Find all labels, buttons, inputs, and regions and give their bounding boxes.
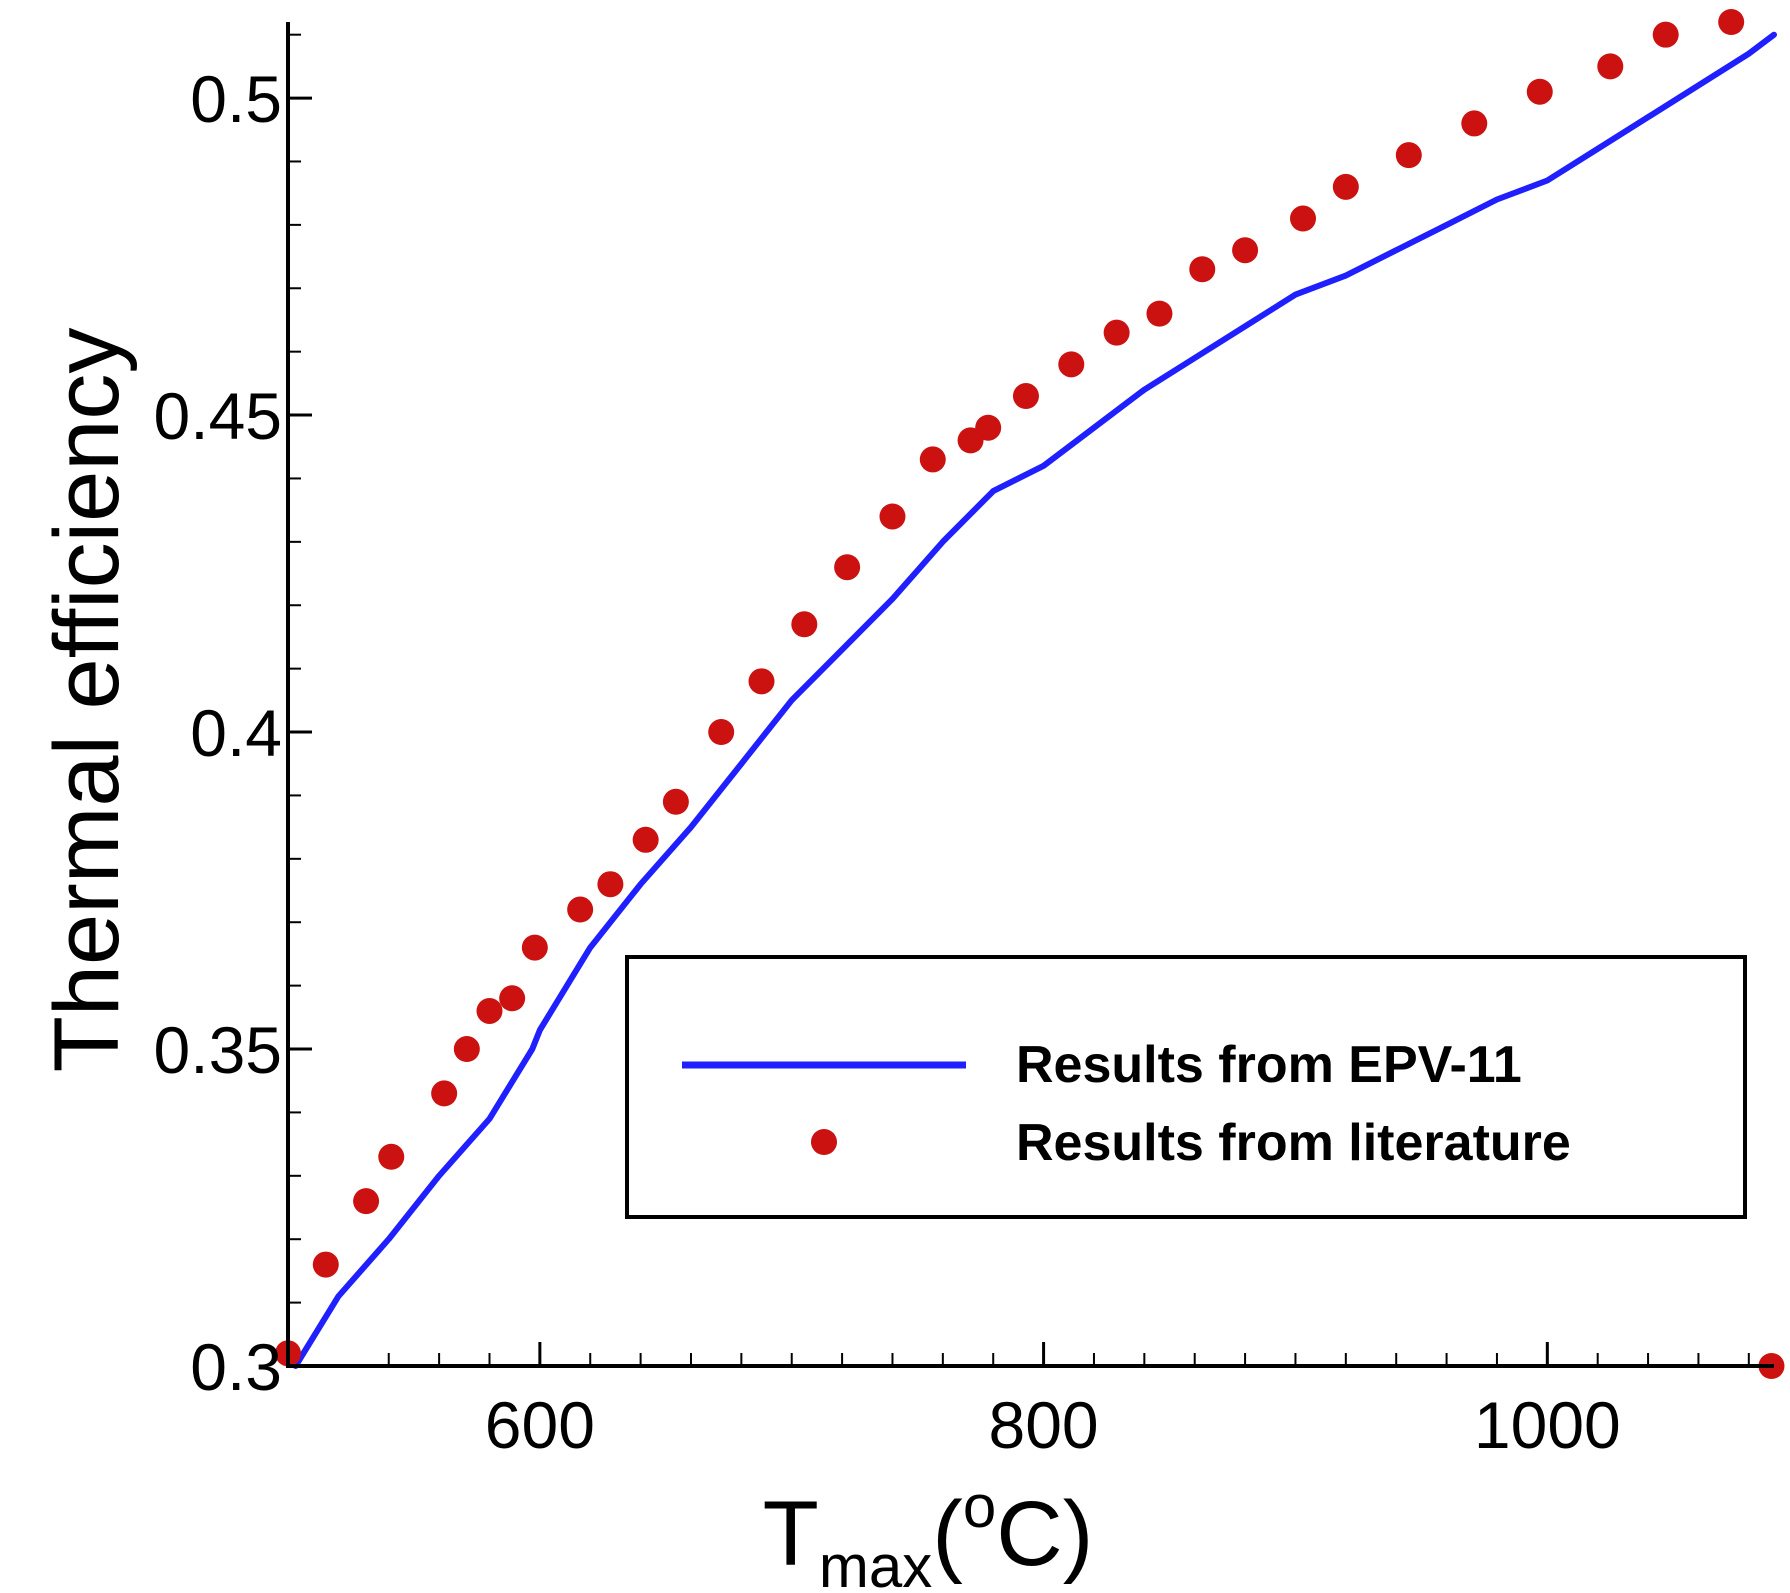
data-point-literature xyxy=(748,668,775,695)
x-axis-title-main: T xyxy=(763,1483,819,1585)
data-point-literature xyxy=(662,788,689,815)
data-point-literature xyxy=(1332,173,1359,200)
data-point-literature xyxy=(312,1251,339,1278)
series-epv-11-layer xyxy=(292,31,1777,1369)
data-point-literature xyxy=(521,934,548,961)
x-axis-title-superscript: o xyxy=(963,1473,996,1540)
data-point-literature xyxy=(567,896,594,923)
data-point-literature xyxy=(1058,351,1085,378)
data-point-literature xyxy=(919,446,946,473)
series-literature-layer xyxy=(275,9,1785,1379)
data-point-literature xyxy=(975,414,1002,441)
data-point-literature xyxy=(1461,110,1488,137)
y-tick-label: 0.45 xyxy=(154,379,282,453)
data-point-literature xyxy=(879,503,906,530)
data-point-literature xyxy=(597,871,624,898)
data-point-literature xyxy=(1103,319,1130,346)
data-point-literature xyxy=(1597,53,1624,80)
x-axis-title-close-paren: ) xyxy=(1063,1483,1094,1585)
tick-labels: 600 800 1000 0.3 0.35 0.4 0.45 0.5 xyxy=(154,62,1621,1462)
data-point-literature xyxy=(1652,21,1679,48)
legend: Results from EPV-11 Results from literat… xyxy=(625,955,1747,1219)
data-point-literature xyxy=(708,719,735,746)
y-tick-label: 0.5 xyxy=(190,62,282,136)
data-point-literature xyxy=(1290,205,1317,232)
x-axis-title: Tmax(oC) xyxy=(763,1473,1094,1593)
x-tick-label: 1000 xyxy=(1474,1388,1621,1462)
x-axis-title-subscript: max xyxy=(819,1533,932,1593)
data-point-literature xyxy=(1232,237,1259,264)
legend-label-literature: Results from literature xyxy=(1016,1114,1571,1172)
y-tick-label: 0.3 xyxy=(190,1330,282,1404)
data-point-literature xyxy=(378,1143,405,1170)
y-tick-label: 0.4 xyxy=(190,696,282,770)
data-point-literature xyxy=(1395,142,1422,169)
data-point-literature xyxy=(1189,256,1216,283)
data-point-literature xyxy=(1012,383,1039,410)
legend-marker-swatch xyxy=(811,1129,837,1155)
y-tick-label: 0.35 xyxy=(154,1013,282,1087)
data-point-literature xyxy=(476,997,503,1024)
legend-box xyxy=(625,955,1747,1219)
data-point-literature xyxy=(353,1188,380,1215)
y-axis-title: Thermal efficiency xyxy=(36,328,138,1073)
x-tick-label: 800 xyxy=(989,1388,1099,1462)
data-point-literature xyxy=(1146,300,1173,327)
data-point-literature xyxy=(791,611,818,638)
data-point-literature xyxy=(1526,78,1553,105)
data-point-literature xyxy=(453,1036,480,1063)
series-line-epv-11 xyxy=(292,31,1777,1369)
data-point-literature xyxy=(1718,9,1745,35)
x-axis-title-unit: C xyxy=(996,1483,1062,1585)
x-tick-label: 600 xyxy=(485,1388,595,1462)
data-point-literature xyxy=(632,826,659,853)
data-point-literature xyxy=(431,1080,458,1107)
data-point-literature xyxy=(834,554,861,581)
x-axis-title-open-paren: ( xyxy=(932,1483,963,1585)
legend-label-epv-11: Results from EPV-11 xyxy=(1016,1036,1522,1094)
data-point-literature xyxy=(499,985,526,1012)
